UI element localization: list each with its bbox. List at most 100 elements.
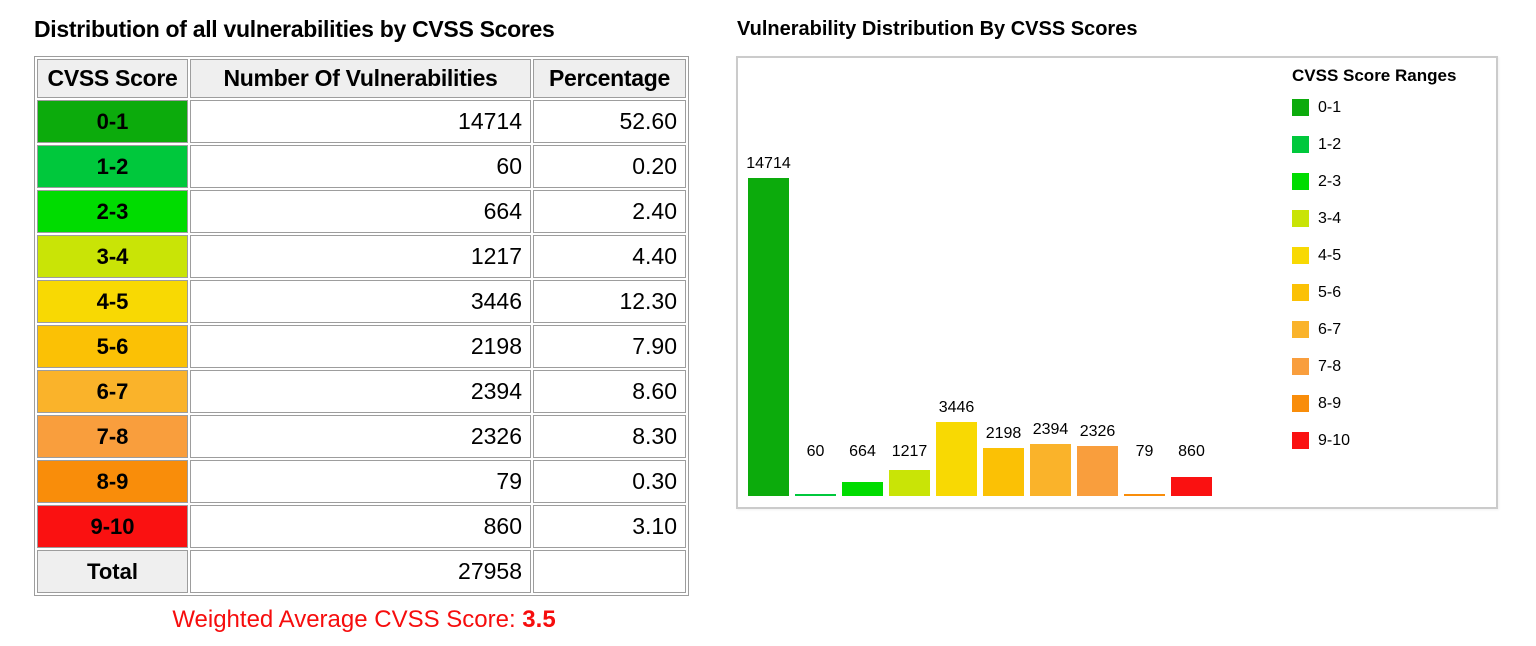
legend-label: 7-8 xyxy=(1318,357,1342,375)
percentage-cell: 0.20 xyxy=(533,145,686,188)
legend-label: 3-4 xyxy=(1318,209,1342,227)
bar-value-label: 664 xyxy=(849,443,876,460)
table-total-row: Total 27958 xyxy=(37,550,686,593)
total-label-cell: Total xyxy=(37,550,188,593)
bar-slot: 2198 xyxy=(983,156,1024,496)
percentage-cell: 8.60 xyxy=(533,370,686,413)
legend-label: 5-6 xyxy=(1318,283,1342,301)
bar-7-8 xyxy=(1077,446,1118,496)
percentage-cell: 4.40 xyxy=(533,235,686,278)
bar-value-label: 1217 xyxy=(891,443,928,460)
count-cell: 2394 xyxy=(190,370,531,413)
column-header: Percentage xyxy=(533,59,686,98)
percentage-cell: 7.90 xyxy=(533,325,686,368)
count-cell: 2326 xyxy=(190,415,531,458)
count-cell: 1217 xyxy=(190,235,531,278)
legend-item: 0-1 xyxy=(1292,99,1487,116)
chart-title: Vulnerability Distribution By CVSS Score… xyxy=(737,18,1138,40)
table-row: 7-8 2326 8.30 xyxy=(37,415,686,458)
bar-slot: 860 xyxy=(1171,156,1212,496)
table-row: 2-3 664 2.40 xyxy=(37,190,686,233)
table-row: 3-4 1217 4.40 xyxy=(37,235,686,278)
bar-value-label: 60 xyxy=(806,443,825,460)
legend-item: 2-3 xyxy=(1292,173,1487,190)
bar-slot: 664 xyxy=(842,156,883,496)
legend-label: 1-2 xyxy=(1318,135,1342,153)
score-range-cell: 3-4 xyxy=(37,235,188,278)
bar-6-7 xyxy=(1030,444,1071,496)
percentage-cell: 2.40 xyxy=(533,190,686,233)
score-range-cell: 2-3 xyxy=(37,190,188,233)
bar-5-6 xyxy=(983,448,1024,496)
legend-swatch xyxy=(1292,247,1309,264)
legend-label: 0-1 xyxy=(1318,98,1342,116)
bar-3-4 xyxy=(889,470,930,496)
score-range-cell: 4-5 xyxy=(37,280,188,323)
legend-label: 9-10 xyxy=(1318,431,1351,449)
bar-8-9 xyxy=(1124,494,1165,496)
legend-item: 8-9 xyxy=(1292,395,1487,412)
percentage-cell: 12.30 xyxy=(533,280,686,323)
bar-value-label: 3446 xyxy=(938,399,975,416)
legend-swatch xyxy=(1292,173,1309,190)
column-header: CVSS Score xyxy=(37,59,188,98)
bar-value-label: 79 xyxy=(1135,443,1154,460)
bar-slot: 79 xyxy=(1124,156,1165,496)
bar-value-label: 14714 xyxy=(746,155,791,172)
bar-slot: 3446 xyxy=(936,156,977,496)
bar-value-label: 2326 xyxy=(1079,423,1116,440)
bar-value-label: 860 xyxy=(1178,443,1205,460)
bar-slot: 14714 xyxy=(746,156,791,496)
bar-9-10 xyxy=(1171,477,1212,496)
bar-slot: 1217 xyxy=(889,156,930,496)
weighted-average-value: 3.5 xyxy=(522,606,556,633)
bar-2-3 xyxy=(842,482,883,496)
cvss-table-panel: Distribution of all vulnerabilities by C… xyxy=(34,16,694,634)
legend-label: 8-9 xyxy=(1318,394,1342,412)
table-title: Distribution of all vulnerabilities by C… xyxy=(34,16,555,42)
total-count-cell: 27958 xyxy=(190,550,531,593)
count-cell: 60 xyxy=(190,145,531,188)
table-row: 5-6 2198 7.90 xyxy=(37,325,686,368)
legend-item: 7-8 xyxy=(1292,358,1487,375)
legend-title: CVSS Score Ranges xyxy=(1292,66,1457,85)
bar-value-label: 2198 xyxy=(985,425,1022,442)
legend-swatch xyxy=(1292,358,1309,375)
legend-label: 6-7 xyxy=(1318,320,1342,338)
total-percentage-cell xyxy=(533,550,686,593)
score-range-cell: 7-8 xyxy=(37,415,188,458)
table-row: 6-7 2394 8.60 xyxy=(37,370,686,413)
legend-item: 6-7 xyxy=(1292,321,1487,338)
legend-swatch xyxy=(1292,284,1309,301)
bar-4-5 xyxy=(936,422,977,496)
legend-swatch xyxy=(1292,395,1309,412)
bar-chart: 14714 60 664 1217 3446 2198 2394 2326 79 860 CVSS… xyxy=(736,56,1498,509)
legend-swatch xyxy=(1292,210,1309,227)
legend-swatch xyxy=(1292,99,1309,116)
bar-1-2 xyxy=(795,494,836,496)
bar-0-1 xyxy=(748,178,789,496)
legend-swatch xyxy=(1292,136,1309,153)
percentage-cell: 52.60 xyxy=(533,100,686,143)
table-header-row: CVSS Score Number Of Vulnerabilities Perce… xyxy=(37,59,686,98)
weighted-average-line: Weighted Average CVSS Score: 3.5 xyxy=(34,606,694,634)
chart-legend: CVSS Score Ranges 0-1 1-2 2-3 3-4 4-5 5-6 6-7 7… xyxy=(1292,66,1487,469)
score-range-cell: 6-7 xyxy=(37,370,188,413)
bar-slot: 2394 xyxy=(1030,156,1071,496)
weighted-average-label: Weighted Average CVSS Score: xyxy=(172,606,523,633)
legend-item: 5-6 xyxy=(1292,284,1487,301)
legend-swatch xyxy=(1292,432,1309,449)
legend-item: 1-2 xyxy=(1292,136,1487,153)
cvss-distribution-table: CVSS Score Number Of Vulnerabilities Perce… xyxy=(34,56,689,596)
table-row: 1-2 60 0.20 xyxy=(37,145,686,188)
score-range-cell: 1-2 xyxy=(37,145,188,188)
score-range-cell: 0-1 xyxy=(37,100,188,143)
score-range-cell: 8-9 xyxy=(37,460,188,503)
count-cell: 79 xyxy=(190,460,531,503)
legend-swatch xyxy=(1292,321,1309,338)
legend-label: 2-3 xyxy=(1318,172,1342,190)
legend-item: 3-4 xyxy=(1292,210,1487,227)
legend-item: 9-10 xyxy=(1292,432,1487,449)
table-row: 0-1 14714 52.60 xyxy=(37,100,686,143)
count-cell: 14714 xyxy=(190,100,531,143)
